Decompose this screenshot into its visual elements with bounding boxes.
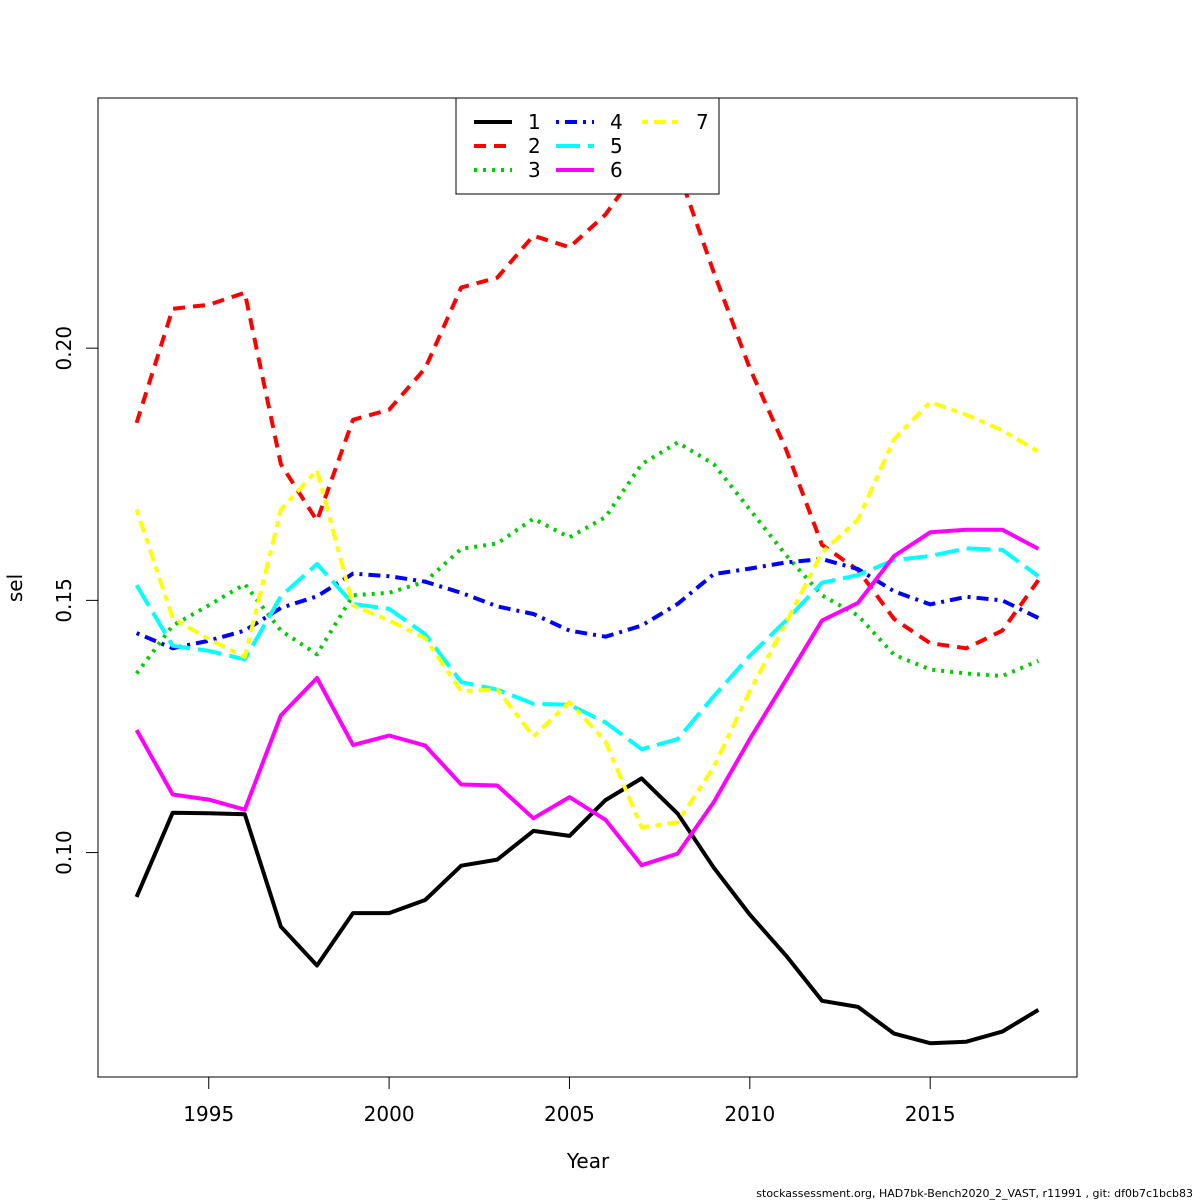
legend-label-2: 2 (528, 134, 541, 158)
legend-label-3: 3 (528, 158, 541, 182)
legend-label-1: 1 (528, 110, 541, 134)
series-line-3 (135, 440, 1040, 678)
y-tick-label: 0.20 (52, 326, 76, 371)
legend-label-6: 6 (610, 158, 623, 182)
x-axis-title: Year (566, 1149, 610, 1173)
x-tick-label: 2005 (544, 1102, 595, 1126)
y-axis: 0.10 0.15 0.20 (52, 326, 99, 875)
x-axis: 1995 2000 2005 2010 2015 (183, 1076, 956, 1126)
series-line-7 (134, 400, 1040, 830)
y-tick-label: 0.10 (52, 830, 76, 875)
x-tick-label: 2000 (364, 1102, 415, 1126)
series-line-6 (134, 527, 1040, 868)
y-axis-title: sel (3, 574, 27, 602)
x-tick-label: 1995 (183, 1102, 234, 1126)
series-line-4 (135, 557, 1040, 651)
x-tick-label: 2015 (905, 1102, 956, 1126)
x-tick-label: 2010 (724, 1102, 775, 1126)
series-line-1 (134, 776, 1040, 1046)
series-line-2 (134, 162, 1041, 651)
series-layer (134, 162, 1041, 1046)
legend-label-5: 5 (610, 134, 623, 158)
legend-label-7: 7 (696, 110, 709, 134)
footer-text: stockassessment.org, HAD7bk-Bench2020_2_… (756, 1187, 1193, 1200)
y-tick-label: 0.15 (52, 578, 76, 623)
legend: 123 456 7 (455, 97, 720, 195)
legend-label-4: 4 (610, 110, 623, 134)
